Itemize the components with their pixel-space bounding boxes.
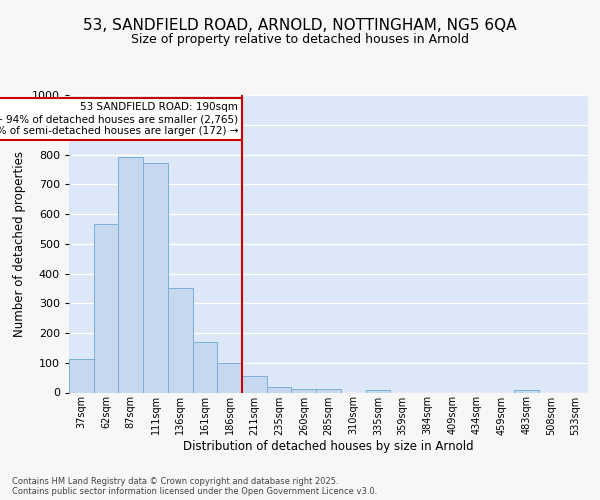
Bar [193, 342, 217, 392]
Bar [168, 288, 193, 393]
Text: Size of property relative to detached houses in Arnold: Size of property relative to detached ho… [131, 32, 469, 46]
Bar [94, 224, 118, 392]
Bar [217, 363, 242, 392]
Bar [316, 389, 341, 392]
Y-axis label: Number of detached properties: Number of detached properties [13, 151, 26, 337]
Text: 53, SANDFIELD ROAD, ARNOLD, NOTTINGHAM, NG5 6QA: 53, SANDFIELD ROAD, ARNOLD, NOTTINGHAM, … [83, 18, 517, 32]
Bar [242, 376, 267, 392]
Bar [365, 390, 390, 392]
Bar [292, 388, 316, 392]
Text: 53 SANDFIELD ROAD: 190sqm
← 94% of detached houses are smaller (2,765)
6% of sem: 53 SANDFIELD ROAD: 190sqm ← 94% of detac… [0, 102, 238, 136]
Bar [514, 390, 539, 392]
Bar [143, 164, 168, 392]
Bar [118, 158, 143, 392]
X-axis label: Distribution of detached houses by size in Arnold: Distribution of detached houses by size … [183, 440, 474, 453]
Bar [69, 359, 94, 392]
Bar [267, 387, 292, 392]
Text: Contains HM Land Registry data © Crown copyright and database right 2025.
Contai: Contains HM Land Registry data © Crown c… [12, 476, 377, 496]
